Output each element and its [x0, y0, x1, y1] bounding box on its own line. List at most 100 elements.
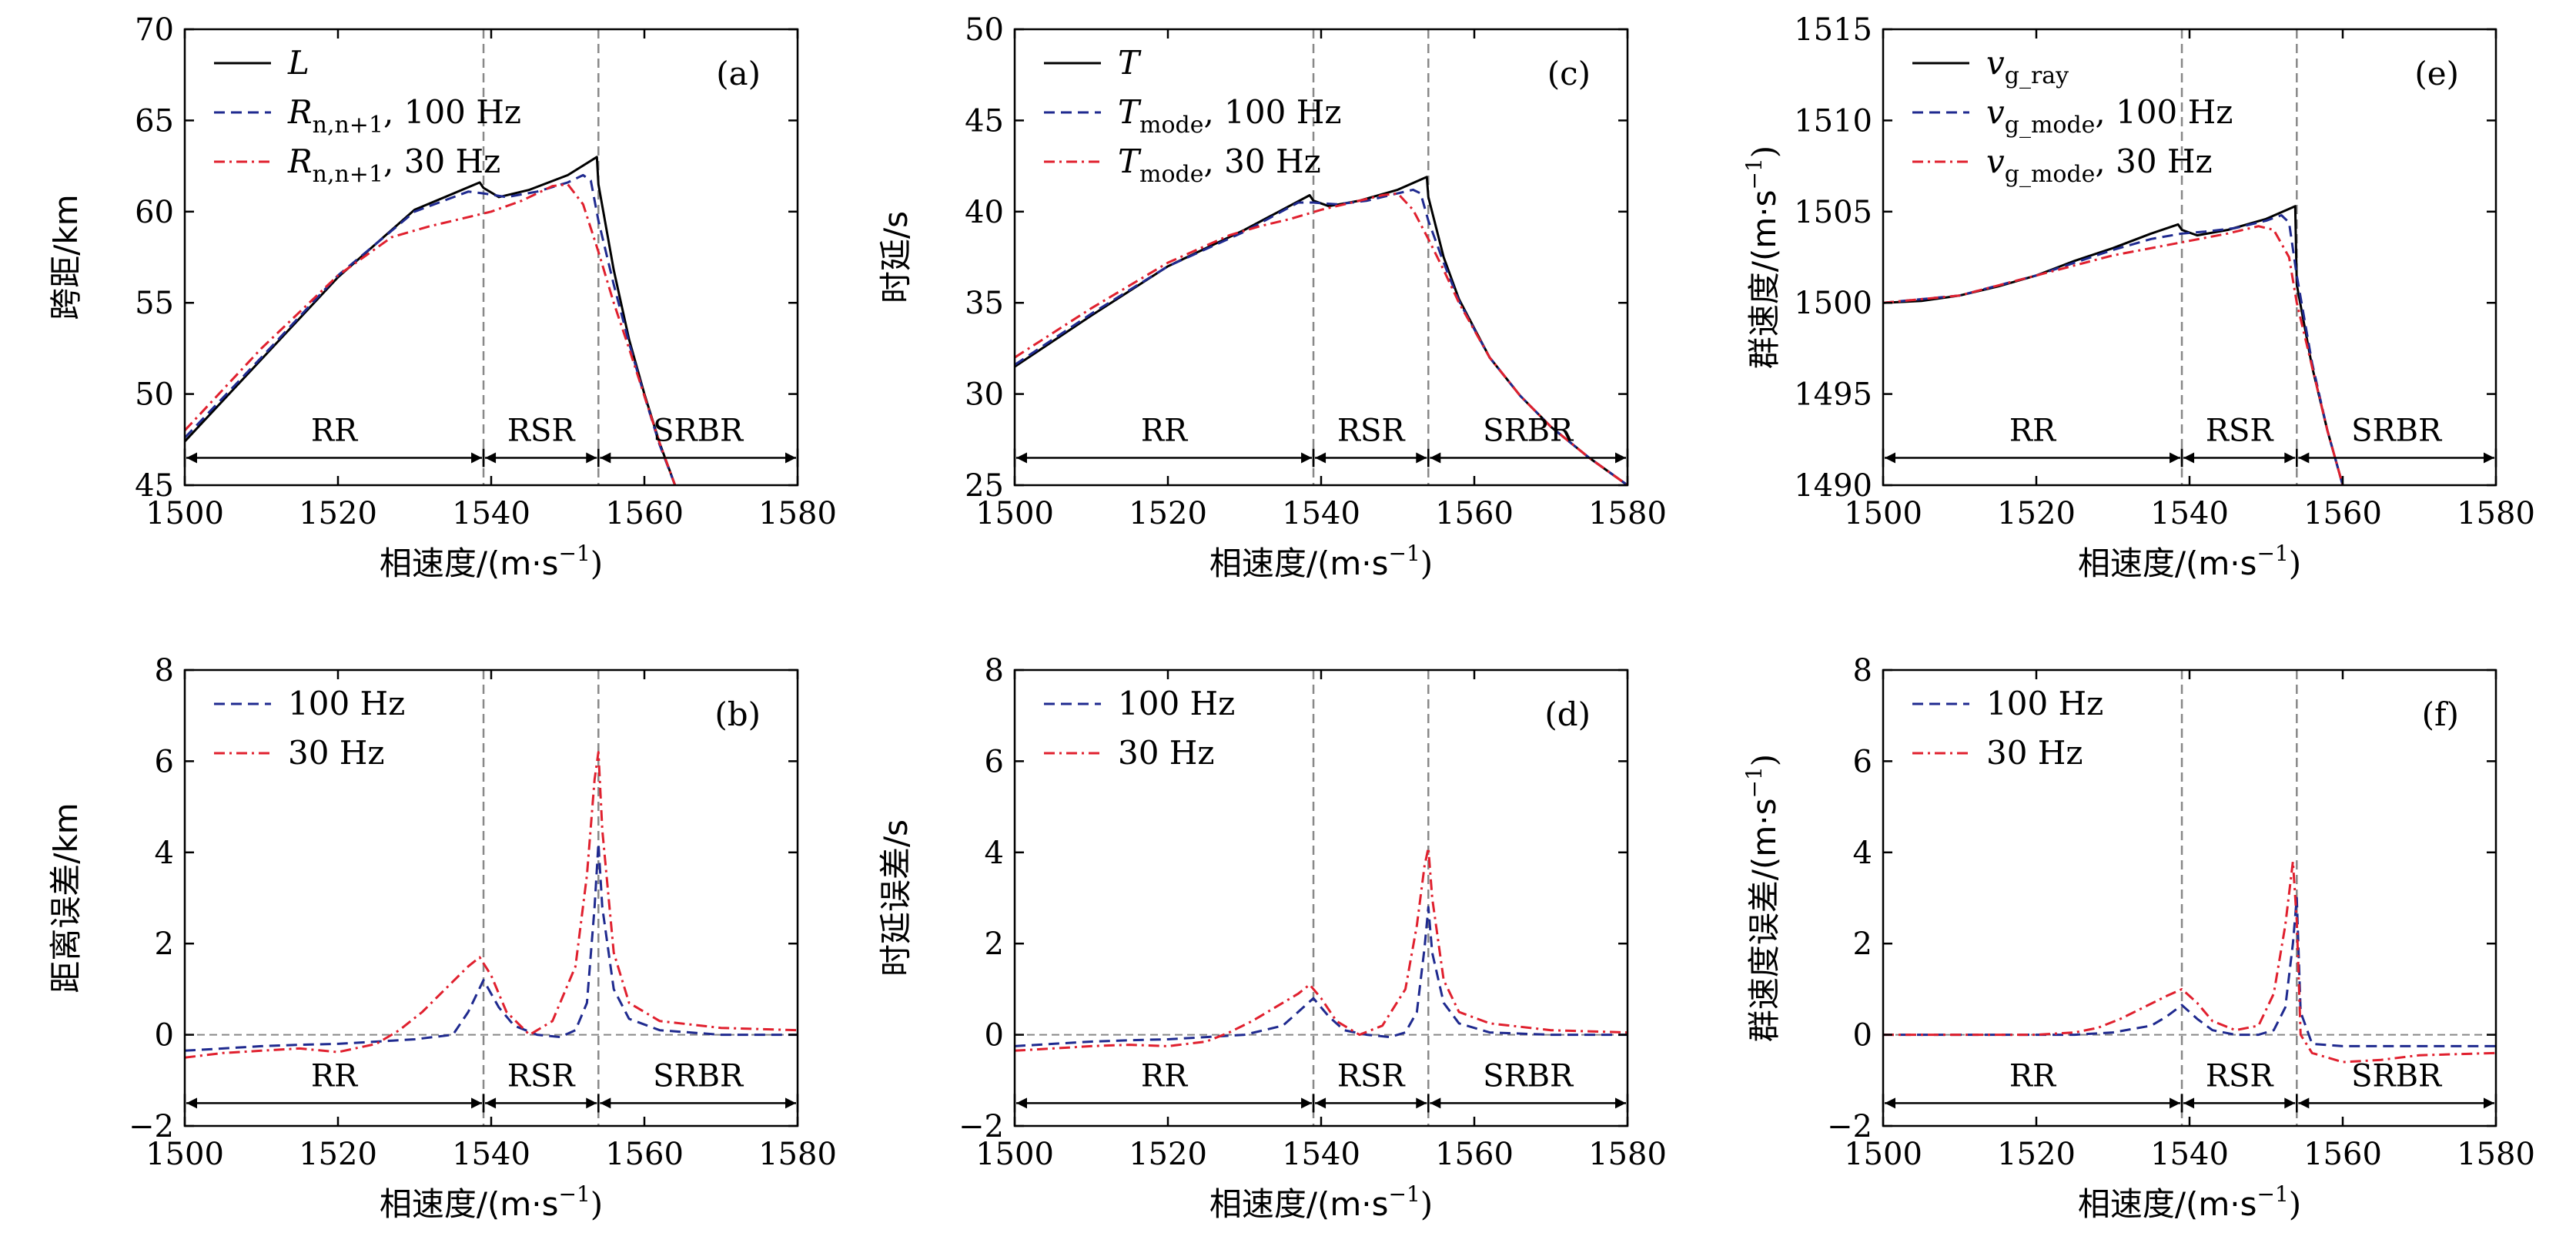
legend-entry: 100 Hz: [1118, 685, 1235, 722]
x-tick-label: 1520: [1129, 496, 1207, 531]
legend-entry: Tmode, 100 Hz: [1118, 93, 1341, 139]
region-label-rr: RR: [2009, 413, 2057, 448]
region-label-srbr: SRBR: [2351, 1058, 2443, 1094]
arrowhead-right: [2284, 1097, 2296, 1109]
arrowhead-left: [1430, 1097, 1441, 1109]
arrowhead-left: [2298, 452, 2310, 464]
panel-f: RR RSR SRBR 1500 1520 1540 1560 1580 −2 0 2 4 6 8 相速度/…: [1741, 653, 2535, 1223]
y-tick-label: 30: [965, 377, 1004, 413]
region-label-rsr: RSR: [2206, 1058, 2275, 1094]
legend-entry: 30 Hz: [288, 734, 385, 772]
legend: 100 Hz 30 Hz: [214, 685, 405, 772]
region-label-srbr: SRBR: [1483, 1058, 1574, 1094]
x-tick-label: 1580: [758, 1137, 837, 1172]
region-label-rr: RR: [2009, 1058, 2057, 1094]
x-axis-label: 相速度/(m·s−1): [1209, 1181, 1433, 1223]
arrowhead-left: [186, 452, 197, 464]
arrowhead-right: [586, 452, 597, 464]
region-label-rsr: RSR: [2206, 413, 2275, 448]
x-tick-label: 1560: [2303, 496, 2382, 531]
arrowhead-left: [2298, 1097, 2310, 1109]
x-tick-label: 1500: [146, 1137, 224, 1172]
arrowhead-right: [1615, 452, 1626, 464]
y-tick-label: 2: [155, 926, 174, 962]
y-tick-label: 45: [135, 468, 174, 504]
y-tick-label: 8: [985, 653, 1004, 689]
series-group: [1883, 205, 2344, 485]
panel-label: (b): [714, 695, 761, 733]
x-axis-label: 相速度/(m·s−1): [380, 1181, 603, 1223]
series-line-hz30: [1883, 225, 2344, 485]
panel-e: RR RSR SRBR 1500 1520 1540 1560 1580 1490 1495 150…: [1741, 12, 2535, 582]
x-tick-label: 1500: [146, 496, 224, 531]
x-tick-label: 1580: [1588, 496, 1667, 531]
panel-label: (c): [1547, 55, 1591, 92]
y-tick-label: 1490: [1794, 468, 1872, 504]
x-tick-label: 1540: [1282, 1137, 1360, 1172]
series-line-hz100: [1015, 188, 1628, 485]
y-tick-label: 0: [1853, 1018, 1872, 1054]
arrowhead-right: [1301, 1097, 1313, 1109]
arrowhead-right: [785, 1097, 796, 1109]
region-label-rr: RR: [311, 413, 359, 448]
series-line-ray: [1883, 205, 2344, 485]
y-tick-label: 40: [965, 195, 1004, 230]
series-line-hz100: [1883, 896, 2496, 1047]
y-axis-label: 群速度误差/(m·s−1): [1741, 754, 1783, 1042]
y-tick-label: −2: [1827, 1109, 1872, 1144]
x-tick-label: 1560: [1435, 1137, 1514, 1172]
arrowhead-right: [1416, 1097, 1427, 1109]
y-tick-label: 1515: [1794, 12, 1872, 48]
arrowhead-left: [1885, 1097, 1895, 1109]
arrowhead-left: [1315, 452, 1326, 464]
panel-c: RR RSR SRBR 1500 1520 1540 1560 1580 25 30 35 40 45 5…: [877, 12, 1667, 582]
legend-entry: 100 Hz: [288, 685, 405, 722]
y-tick-label: 1500: [1794, 286, 1872, 321]
arrowhead-right: [1416, 452, 1427, 464]
region-label-rr: RR: [311, 1058, 359, 1094]
x-axis-label: 相速度/(m·s−1): [2078, 541, 2301, 582]
region-label-rsr: RSR: [1337, 413, 1407, 448]
x-tick-label: 1540: [1282, 496, 1360, 531]
y-tick-label: 0: [155, 1018, 174, 1054]
x-tick-label: 1540: [452, 1137, 530, 1172]
panel-a: RR RSR SRBR 1500 1520 1540 1560 1580 45 50 55 60 65 7…: [47, 12, 837, 582]
panel-d: RR RSR SRBR 1500 1520 1540 1560 1580 −2 0 2 4 6 8 相速度/…: [877, 653, 1667, 1223]
panel-label: (a): [716, 55, 761, 92]
series-line-hz30: [1015, 192, 1628, 485]
series-line-hz30: [185, 751, 798, 1059]
legend-entry: 30 Hz: [1986, 734, 2083, 772]
x-tick-label: 1520: [1997, 496, 2076, 531]
series-line-hz30: [1883, 860, 2496, 1064]
series-line-hz100: [185, 173, 677, 485]
legend-entry: 100 Hz: [1986, 685, 2103, 722]
x-tick-label: 1500: [1844, 1137, 1922, 1172]
y-tick-label: 0: [985, 1018, 1004, 1054]
y-tick-label: 35: [965, 286, 1004, 321]
y-tick-label: 2: [985, 926, 1004, 962]
region-label-rsr: RSR: [507, 413, 577, 448]
x-tick-label: 1560: [1435, 496, 1514, 531]
arrowhead-right: [2170, 452, 2181, 464]
y-axis-label: 时延/s: [877, 211, 915, 303]
arrowhead-right: [2170, 1097, 2181, 1109]
x-tick-label: 1540: [452, 496, 530, 531]
region-label-rr: RR: [1141, 1058, 1189, 1094]
y-axis-label: 跨距/km: [47, 194, 85, 320]
y-tick-label: 1495: [1794, 377, 1872, 413]
x-tick-label: 1500: [975, 496, 1054, 531]
y-tick-label: 2: [1853, 926, 1872, 962]
x-axis-label: 相速度/(m·s−1): [1209, 541, 1433, 582]
series-line-hz100: [1015, 906, 1628, 1047]
series-line-hz30: [1015, 846, 1628, 1052]
y-tick-label: −2: [129, 1109, 174, 1144]
arrowhead-right: [785, 452, 796, 464]
legend-entry: vg_mode, 100 Hz: [1986, 93, 2233, 139]
y-tick-label: 4: [155, 836, 174, 871]
legend-entry: T: [1118, 44, 1142, 82]
arrowhead-left: [2183, 452, 2195, 464]
arrowhead-right: [586, 1097, 597, 1109]
